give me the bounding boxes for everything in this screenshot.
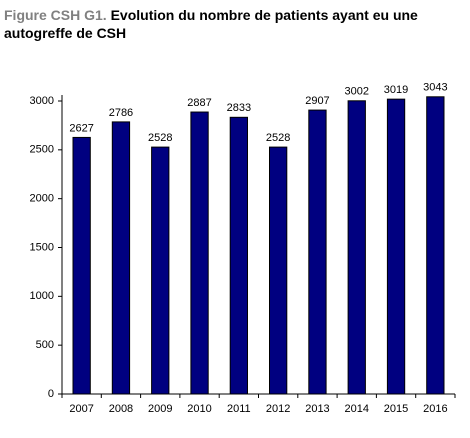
y-tick-label: 3000	[30, 95, 54, 107]
value-label: 2528	[266, 132, 290, 144]
bar	[347, 100, 366, 395]
y-tick-label: 500	[36, 339, 54, 351]
bar	[308, 109, 327, 395]
bar	[190, 111, 209, 395]
bar	[229, 116, 248, 395]
value-label: 2528	[148, 132, 172, 144]
bar	[151, 146, 170, 395]
value-label: 2887	[187, 97, 211, 109]
value-label: 2833	[227, 102, 251, 114]
chart-title: Evolution du nombre de patients ayant eu…	[4, 7, 418, 41]
y-tick-label: 1500	[30, 241, 54, 253]
value-label: 2627	[69, 122, 93, 134]
x-tick-label: 2016	[423, 403, 447, 415]
x-tick-label: 2014	[345, 403, 369, 415]
value-label: 3043	[423, 82, 447, 94]
bar	[72, 136, 91, 395]
value-label: 2907	[305, 95, 329, 107]
x-tick-label: 2007	[69, 403, 93, 415]
y-tick-label: 2000	[30, 193, 54, 205]
y-tick-label: 0	[48, 388, 54, 400]
chart-title-block: Figure CSH G1. Evolution du nombre de pa…	[4, 6, 444, 42]
value-label: 3002	[345, 86, 369, 98]
bar	[426, 96, 445, 395]
y-tick-label: 1000	[30, 290, 54, 302]
value-label: 3019	[384, 84, 408, 96]
x-tick-label: 2012	[266, 403, 290, 415]
x-tick-label: 2010	[187, 403, 211, 415]
x-tick-label: 2015	[384, 403, 408, 415]
bar	[386, 98, 406, 395]
x-tick-label: 2013	[305, 403, 329, 415]
x-tick-label: 2008	[109, 403, 133, 415]
x-tick-label: 2011	[227, 403, 251, 415]
chart-title-label: Figure CSH G1.	[4, 7, 107, 23]
bar	[111, 121, 131, 395]
value-label: 2786	[109, 107, 133, 119]
bar	[269, 146, 288, 395]
y-tick-label: 2500	[30, 144, 54, 156]
x-tick-label: 2009	[148, 403, 172, 415]
